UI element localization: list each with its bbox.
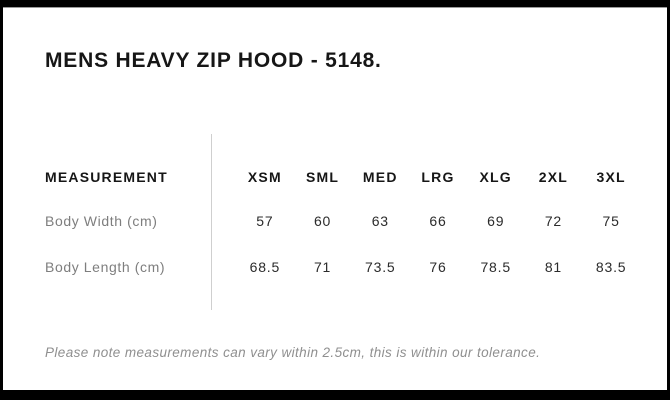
body-length-3xl: 83.5 bbox=[595, 259, 627, 275]
body-length-xsm: 68.5 bbox=[249, 259, 281, 275]
size-header-xlg: XLG bbox=[479, 169, 512, 185]
size-header-xsm: XSM bbox=[247, 169, 282, 185]
body-width-2xl: 72 bbox=[544, 213, 563, 229]
size-header-sml: SML bbox=[305, 169, 340, 185]
size-header-lrg: LRG bbox=[421, 169, 455, 185]
body-length-med: 73.5 bbox=[365, 259, 396, 275]
size-header-2xl: 2XL bbox=[538, 169, 569, 185]
body-length-sml: 71 bbox=[313, 259, 332, 275]
body-width-sml: 60 bbox=[313, 213, 332, 229]
body-length-xlg: 78.5 bbox=[480, 259, 511, 275]
table-row-body-length: Body Length (cm) 68.5 71 73.5 76 78.5 81… bbox=[3, 255, 667, 279]
body-width-xsm: 57 bbox=[256, 213, 274, 229]
body-length-lrg: 76 bbox=[429, 259, 447, 275]
row-label-body-length: Body Length (cm) bbox=[45, 259, 166, 275]
table-vertical-divider bbox=[211, 134, 212, 310]
body-width-xlg: 69 bbox=[487, 213, 505, 229]
product-title: MENS HEAVY ZIP HOOD - 5148. bbox=[45, 49, 382, 72]
body-width-med: 63 bbox=[371, 213, 389, 229]
body-length-2xl: 81 bbox=[544, 259, 563, 275]
tolerance-note: Please note measurements can vary within… bbox=[45, 345, 541, 360]
size-chart-page: MENS HEAVY ZIP HOOD - 5148. MEASUREMENT … bbox=[3, 7, 667, 390]
size-header-3xl: 3XL bbox=[596, 169, 626, 185]
size-header-med: MED bbox=[362, 169, 398, 185]
body-width-3xl: 75 bbox=[602, 213, 620, 229]
table-row-body-width: Body Width (cm) 57 60 63 66 69 72 75 bbox=[3, 209, 667, 233]
table-header-row: MEASUREMENT XSM SML MED LRG XLG 2XL 3XL bbox=[3, 165, 667, 189]
body-width-lrg: 66 bbox=[429, 213, 447, 229]
measurement-column-header: MEASUREMENT bbox=[45, 169, 168, 185]
row-label-body-width: Body Width (cm) bbox=[45, 213, 158, 229]
